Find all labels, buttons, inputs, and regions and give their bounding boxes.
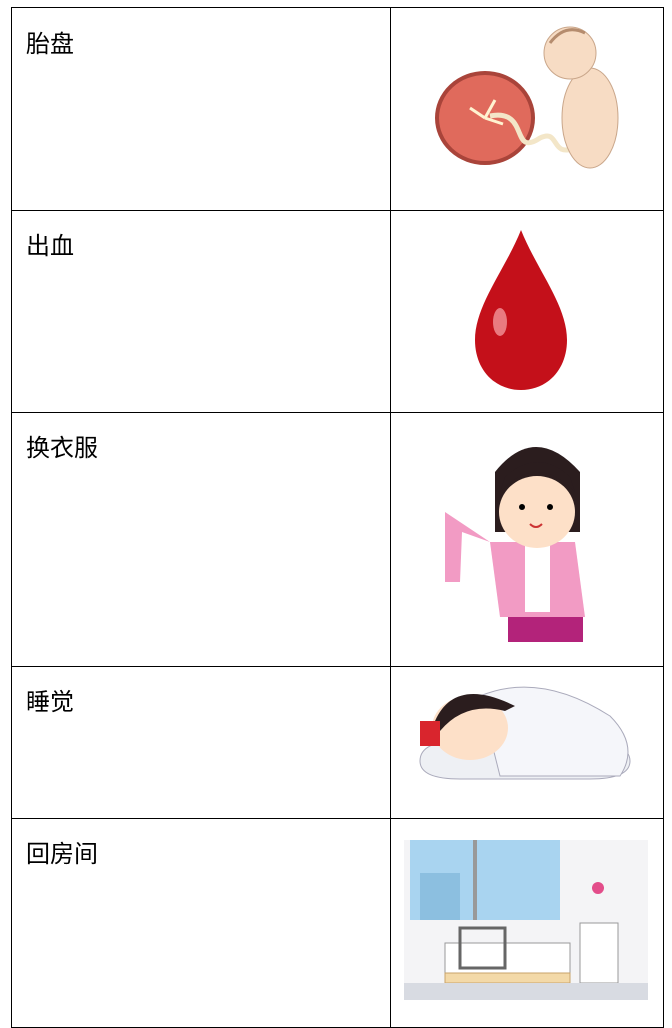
row-label: 出血 [26, 232, 74, 260]
image-cell [390, 210, 664, 413]
image-cell [390, 818, 664, 1028]
placenta-illustration [435, 26, 619, 169]
table-cell: 胎盘 [11, 7, 391, 211]
changing-clothes [445, 447, 585, 642]
image-cell [390, 666, 664, 819]
blood-drop [475, 230, 567, 390]
row-label: 睡觉 [26, 688, 74, 716]
image-cell [390, 412, 664, 667]
table-cell: 出血 [11, 210, 391, 413]
hospital-room [404, 840, 648, 1000]
table-cell: 换衣服 [11, 412, 391, 667]
sleeping [419, 686, 631, 780]
row-label: 换衣服 [26, 434, 98, 462]
row-label: 回房间 [26, 840, 98, 868]
table-cell: 睡觉 [11, 666, 391, 819]
image-cell [390, 7, 664, 211]
table-cell: 回房间 [11, 818, 391, 1028]
row-label: 胎盘 [26, 30, 74, 58]
